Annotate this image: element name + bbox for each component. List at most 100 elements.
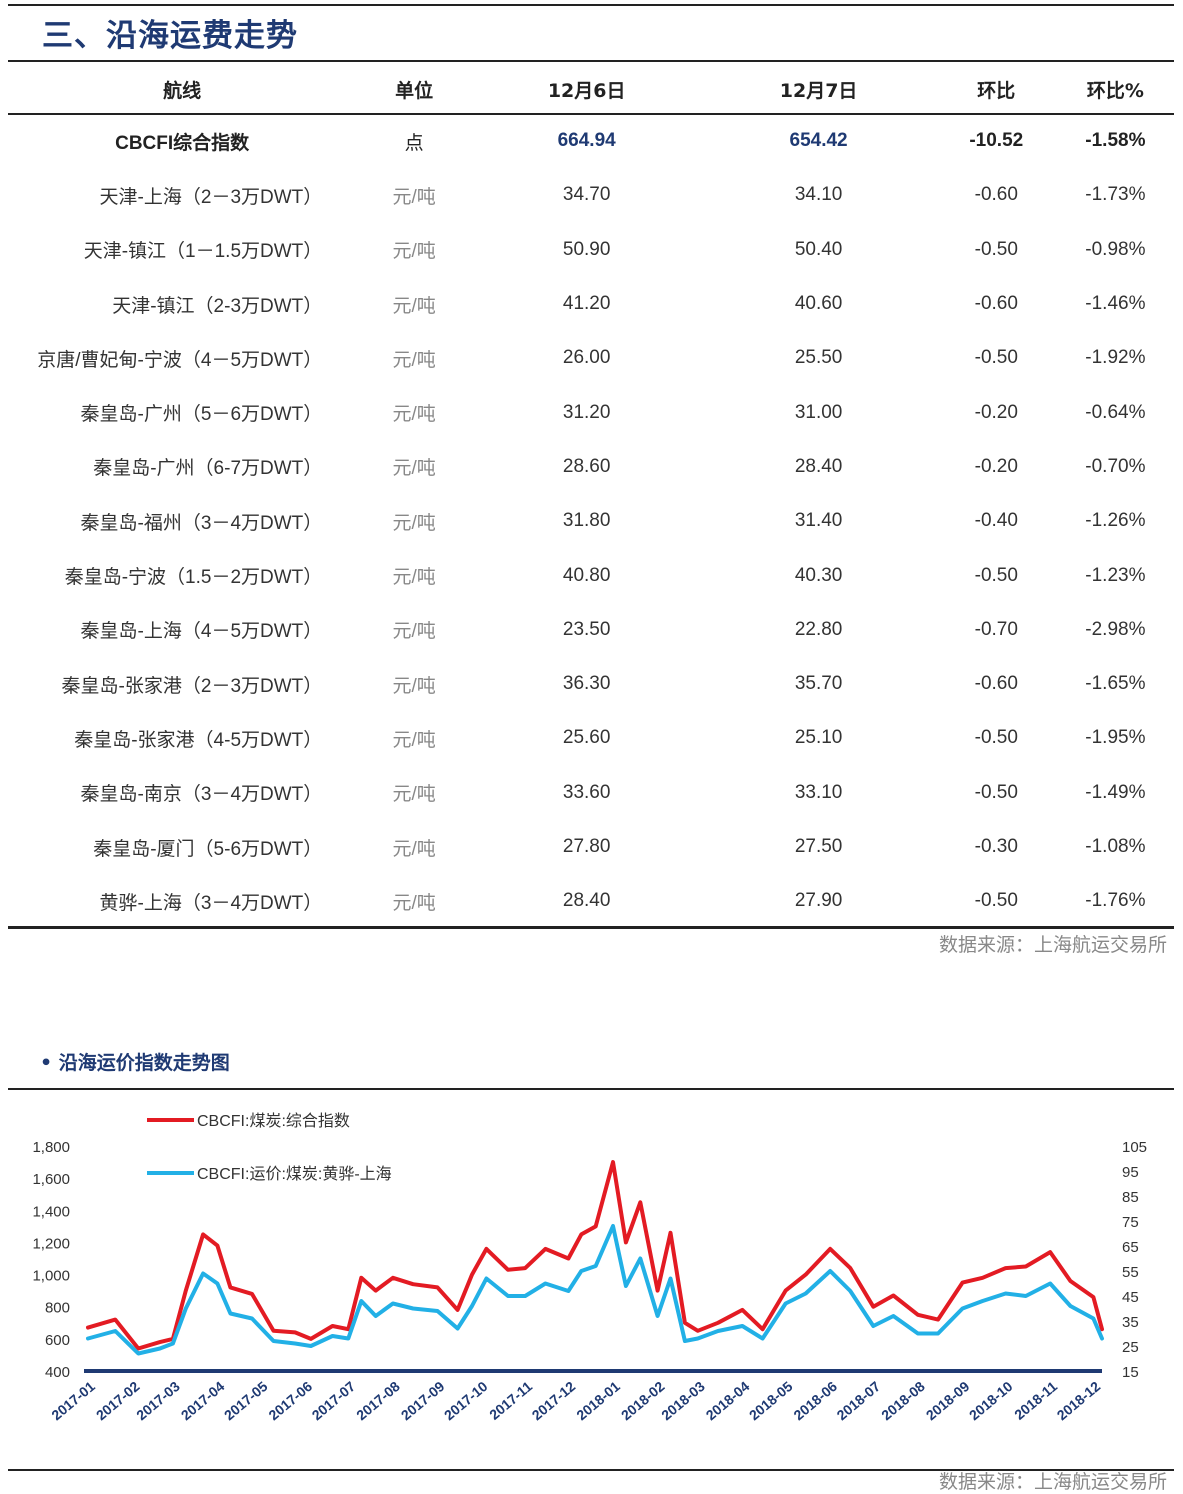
change-pct-cell: -1.92% bbox=[1085, 347, 1146, 369]
series-line-composite bbox=[86, 1160, 1104, 1351]
change-cell: -10.52 bbox=[969, 130, 1024, 152]
x-tick-label: 2017-03 bbox=[133, 1378, 183, 1423]
unit-cell: 点 bbox=[404, 132, 424, 154]
unit-cell: 元/吨 bbox=[392, 838, 436, 860]
series-line-huanghua bbox=[86, 1224, 1104, 1356]
date2-value-cell: 40.60 bbox=[794, 293, 843, 315]
change-cell: -0.60 bbox=[974, 184, 1018, 206]
change-pct-cell: -0.70% bbox=[1085, 455, 1146, 477]
unit-cell: 元/吨 bbox=[392, 512, 436, 534]
change-cell: -0.50 bbox=[974, 347, 1018, 369]
chart-top-rule bbox=[8, 1088, 1174, 1090]
x-tick-label: 2018-12 bbox=[1054, 1378, 1104, 1423]
table-row: 秦皇岛-广州（6-7万DWT） 元/吨 28.60 28.40 -0.20 -0.70% bbox=[8, 440, 1174, 494]
date1-value-cell: 41.20 bbox=[562, 293, 611, 315]
y2-tick-label: 95 bbox=[1122, 1164, 1139, 1181]
y2-tick-label: 15 bbox=[1122, 1364, 1139, 1381]
unit-cell: 元/吨 bbox=[392, 567, 436, 589]
table-row: 秦皇岛-张家港（4-5万DWT） 元/吨 25.60 25.10 -0.50 -1.95% bbox=[8, 711, 1174, 765]
route-cell: 黄骅-上海（3－4万DWT） bbox=[99, 892, 323, 914]
date2-value-cell: 28.40 bbox=[794, 455, 843, 477]
table-row: 秦皇岛-福州（3－4万DWT） 元/吨 31.80 31.40 -0.40 -1.26% bbox=[8, 494, 1174, 548]
chart-lines bbox=[86, 1160, 1104, 1356]
y-tick-label: 1,600 bbox=[32, 1171, 70, 1188]
date1-value-cell: 27.80 bbox=[562, 836, 611, 857]
change-pct-cell: -1.23% bbox=[1085, 564, 1146, 586]
table-row: 秦皇岛-宁波（1.5－2万DWT） 元/吨 40.80 40.30 -0.50 -1.23… bbox=[8, 548, 1174, 602]
change-pct-cell: -1.26% bbox=[1085, 510, 1146, 532]
x-tick-label: 2017-08 bbox=[353, 1378, 403, 1423]
date2-value-cell: 27.90 bbox=[794, 890, 843, 912]
y2-tick-label: 105 bbox=[1122, 1139, 1147, 1156]
date2-value-cell: 25.10 bbox=[794, 727, 843, 749]
unit-cell: 元/吨 bbox=[392, 675, 436, 697]
unit-cell: 元/吨 bbox=[392, 621, 436, 643]
x-tick-label: 2018-09 bbox=[923, 1378, 973, 1423]
y2-tick-label: 75 bbox=[1122, 1214, 1139, 1231]
chart-source-note: 数据来源：上海航运交易所 bbox=[938, 1472, 1167, 1493]
legend-label-composite: CBCFI:煤炭:综合指数 bbox=[197, 1112, 350, 1130]
date2-value-cell: 654.42 bbox=[789, 130, 848, 152]
route-cell: 秦皇岛-张家港（4-5万DWT） bbox=[74, 729, 323, 751]
change-pct-cell: -1.58% bbox=[1085, 130, 1146, 152]
date2-value-cell: 34.10 bbox=[794, 184, 843, 206]
x-tick-label: 2017-10 bbox=[441, 1378, 491, 1423]
chart-bottom-rule bbox=[8, 1469, 1174, 1471]
date1-value-cell: 31.80 bbox=[562, 510, 611, 532]
table-row-index: CBCFI综合指数 点 664.94 654.42 -10.52 -1.58% bbox=[8, 114, 1174, 168]
header-date2: 12月7日 bbox=[779, 79, 858, 102]
y-tick-label: 1,000 bbox=[32, 1268, 70, 1285]
x-tick-label: 2017-12 bbox=[529, 1378, 579, 1423]
table-row: 京唐/曹妃甸-宁波（4－5万DWT） 元/吨 26.00 25.50 -0.50 -1.9… bbox=[8, 331, 1174, 385]
chart-legend: CBCFI:煤炭:综合指数 CBCFI:运价:煤炭:黄骅-上海 bbox=[147, 1112, 392, 1183]
y-tick-label: 1,400 bbox=[32, 1203, 70, 1220]
table-header-row: 航线 单位 12月6日 12月7日 环比 环比% bbox=[8, 64, 1174, 114]
route-cell: 秦皇岛-宁波（1.5－2万DWT） bbox=[64, 567, 323, 589]
change-pct-cell: -0.64% bbox=[1085, 401, 1146, 423]
y-tick-label: 600 bbox=[45, 1332, 70, 1349]
x-tick-label: 2018-03 bbox=[658, 1378, 708, 1423]
unit-cell: 元/吨 bbox=[392, 458, 436, 480]
change-pct-cell: -1.73% bbox=[1085, 184, 1146, 206]
x-tick-label: 2017-09 bbox=[398, 1378, 448, 1423]
x-tick-label: 2018-10 bbox=[966, 1378, 1016, 1423]
x-tick-label: 2017-05 bbox=[221, 1378, 271, 1423]
change-pct-cell: -1.95% bbox=[1085, 727, 1146, 749]
unit-cell: 元/吨 bbox=[392, 295, 436, 317]
date1-value-cell: 28.60 bbox=[562, 455, 611, 477]
date1-value-cell: 34.70 bbox=[562, 184, 611, 206]
unit-cell: 元/吨 bbox=[392, 186, 436, 208]
header-change-pct: 环比% bbox=[1086, 79, 1144, 102]
y-tick-label: 400 bbox=[45, 1364, 70, 1381]
x-tick-label: 2017-07 bbox=[309, 1378, 359, 1423]
x-tick-label: 2018-11 bbox=[1011, 1378, 1060, 1423]
x-tick-label: 2018-04 bbox=[703, 1378, 753, 1423]
change-pct-cell: -1.65% bbox=[1085, 673, 1146, 695]
x-tick-label: 2017-11 bbox=[486, 1378, 535, 1423]
y2-tick-label: 25 bbox=[1122, 1339, 1139, 1356]
date2-value-cell: 40.30 bbox=[794, 564, 843, 586]
date2-value-cell: 25.50 bbox=[794, 347, 843, 369]
change-cell: -0.20 bbox=[974, 401, 1018, 423]
y2-tick-label: 45 bbox=[1122, 1289, 1139, 1306]
x-tick-label: 2017-06 bbox=[265, 1378, 315, 1423]
table-row: 黄骅-上海（3－4万DWT） 元/吨 28.40 27.90 -0.50 -1.76% bbox=[8, 874, 1174, 928]
table-row: 秦皇岛-广州（5－6万DWT） 元/吨 31.20 31.00 -0.20 -0.64% bbox=[8, 385, 1174, 439]
y-tick-label: 1,800 bbox=[32, 1139, 70, 1156]
route-cell: 天津-镇江（2-3万DWT） bbox=[112, 295, 323, 317]
route-cell: 秦皇岛-广州（5－6万DWT） bbox=[80, 404, 323, 426]
section-title: 三、沿海运费走势 bbox=[42, 18, 298, 54]
y2-tick-label: 85 bbox=[1122, 1189, 1139, 1206]
date2-value-cell: 35.70 bbox=[794, 673, 843, 695]
header-date1: 12月6日 bbox=[547, 79, 626, 102]
change-cell: -0.30 bbox=[974, 836, 1018, 857]
route-cell: 秦皇岛-南京（3－4万DWT） bbox=[80, 784, 323, 806]
table-source-note: 数据来源：上海航运交易所 bbox=[938, 935, 1167, 956]
title-rule bbox=[8, 60, 1174, 62]
top-rule bbox=[8, 4, 1174, 6]
date2-value-cell: 50.40 bbox=[794, 238, 843, 260]
x-tick-label: 2018-05 bbox=[746, 1378, 796, 1423]
route-cell: 天津-上海（2－3万DWT） bbox=[99, 186, 323, 208]
change-cell: -0.50 bbox=[974, 727, 1018, 749]
date2-value-cell: 27.50 bbox=[794, 836, 843, 857]
